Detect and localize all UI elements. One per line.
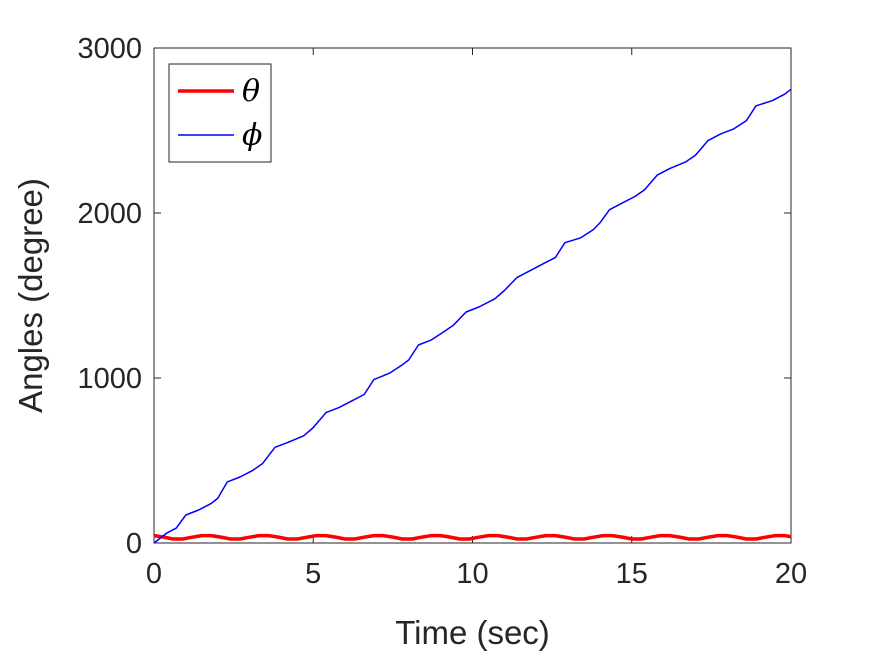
y-tick-label: 3000 xyxy=(77,33,142,65)
x-axis-label: Time (sec) xyxy=(395,614,550,651)
series-line-theta xyxy=(153,533,792,541)
x-tick-label: 20 xyxy=(775,558,807,590)
legend-box xyxy=(168,63,272,163)
series-line-phi xyxy=(153,88,792,544)
x-tick-label: 15 xyxy=(616,558,648,590)
x-tick-label: 0 xyxy=(146,558,162,590)
legend-label-phi: ϕ xyxy=(242,118,262,153)
y-tick-label: 0 xyxy=(126,528,142,560)
y-axis-label: Angles (degree) xyxy=(12,178,49,413)
legend-label-theta: θ xyxy=(242,74,260,109)
tick-labels: 0 5 10 15 20 0 1000 2000 3000 xyxy=(77,33,807,590)
y-tick-label: 2000 xyxy=(77,198,142,230)
x-tick-label: 5 xyxy=(305,558,321,590)
legend: θ ϕ xyxy=(168,63,272,163)
x-tick-label: 10 xyxy=(456,558,488,590)
y-tick-label: 1000 xyxy=(77,363,142,395)
series-layer xyxy=(153,88,792,544)
